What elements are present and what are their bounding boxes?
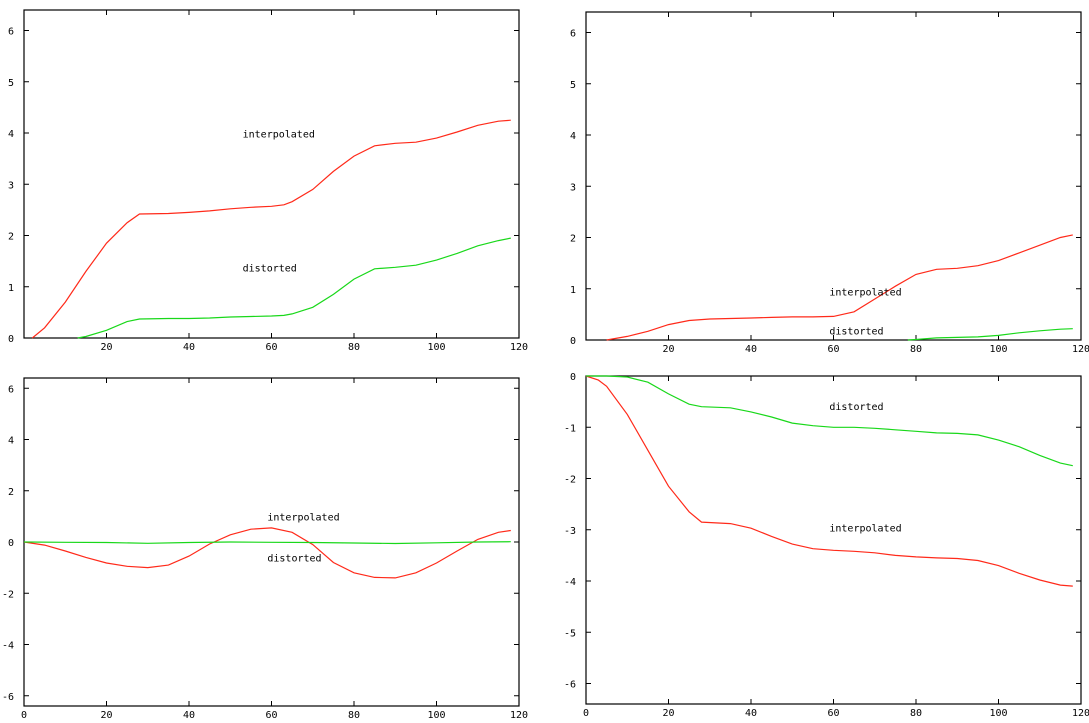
y-tick-label: 4 (8, 129, 14, 140)
distorted-series-line (907, 328, 1073, 341)
y-tick-label: 2 (8, 232, 14, 243)
chart-panel-bottom-right: 0 20 40 60 80 100 120 0 -1 -2 -3 -4 -5 -6 distorted int… (564, 372, 1089, 719)
y-tick-label: 5 (8, 78, 14, 89)
x-tick-label: 20 (662, 708, 674, 719)
y-tick-label: 0 (8, 538, 14, 549)
x-tick-label: 80 (910, 708, 922, 719)
y-tick-label: 3 (570, 182, 576, 193)
plot-frame (585, 375, 1082, 705)
x-tick-label: 40 (183, 342, 195, 353)
annotation-distorted: distorted (829, 402, 883, 413)
distorted-series-line (23, 541, 511, 545)
annotation-interpolated: interpolated (267, 513, 339, 524)
y-tick-label: 0 (8, 334, 14, 345)
x-tick-label: 100 (427, 342, 445, 353)
y-tick-label: 0 (570, 336, 576, 347)
y-tick-label: 4 (8, 436, 14, 447)
y-tick-label: -5 (564, 628, 576, 639)
y-tick-label: -1 (564, 423, 576, 434)
chart-panel-top-right: 20 40 60 80 100 120 0 1 2 3 4 5 6 interpolated distort… (570, 11, 1089, 355)
y-tick-label: -4 (2, 641, 14, 652)
x-tick-label: 100 (427, 710, 445, 721)
y-tick-label: 3 (8, 180, 14, 191)
annotation-interpolated: interpolated (243, 130, 315, 141)
x-tick-label: 20 (100, 342, 112, 353)
x-tick-label: 40 (745, 344, 757, 355)
y-tick-label: 2 (570, 234, 576, 245)
distorted-series-line (77, 237, 511, 339)
y-tick-label: 4 (570, 131, 576, 142)
y-tick-label: 6 (8, 384, 14, 395)
x-tick-label: 20 (100, 710, 112, 721)
x-tick-label: 60 (827, 708, 839, 719)
interpolated-series-line (585, 375, 1073, 587)
y-tick-label: 6 (8, 27, 14, 38)
x-tick-label: 40 (183, 710, 195, 721)
x-tick-label: 0 (583, 708, 589, 719)
interpolated-series-line (23, 527, 511, 579)
chart-panel-top-left: 20 40 60 80 100 120 0 1 2 3 4 5 6 interpolated distort… (8, 9, 528, 353)
x-tick-label: 100 (989, 708, 1007, 719)
x-tick-label: 80 (348, 710, 360, 721)
x-tick-label: 120 (1072, 344, 1089, 355)
x-tick-label: 60 (265, 342, 277, 353)
x-tick-label: 120 (1072, 708, 1089, 719)
x-tick-label: 120 (510, 342, 528, 353)
distorted-series-line (586, 375, 1073, 467)
y-tick-label: 1 (570, 285, 576, 296)
x-tick-label: 20 (662, 344, 674, 355)
y-tick-label: -2 (2, 589, 14, 600)
annotation-distorted: distorted (829, 326, 883, 337)
y-tick-label: 5 (570, 80, 576, 91)
y-tick-label: -6 (564, 680, 576, 691)
x-tick-label: 60 (827, 344, 839, 355)
annotation-distorted: distorted (267, 554, 321, 565)
y-tick-label: -6 (2, 692, 14, 703)
y-tick-label: 2 (8, 487, 14, 498)
x-tick-label: 40 (745, 708, 757, 719)
y-tick-label: 6 (570, 29, 576, 40)
plot-frame (23, 9, 520, 339)
y-tick-label: -4 (564, 577, 576, 588)
y-tick-label: -3 (564, 526, 576, 537)
y-tick-label: 1 (8, 283, 14, 294)
x-tick-label: 120 (510, 710, 528, 721)
x-tick-label: 80 (910, 344, 922, 355)
interpolated-series-line (606, 234, 1073, 341)
x-tick-label: 60 (265, 710, 277, 721)
annotation-interpolated: interpolated (829, 287, 901, 298)
x-tick-label: 80 (348, 342, 360, 353)
annotation-distorted: distorted (243, 263, 297, 274)
y-tick-label: -2 (564, 475, 576, 486)
x-tick-label: 100 (989, 344, 1007, 355)
y-tick-label: 0 (570, 372, 576, 383)
annotation-interpolated: interpolated (829, 524, 901, 535)
chart-panel-bottom-left: 0 20 40 60 80 100 120 -6 -4 -2 0 2 4 6 interpolated dis… (2, 377, 528, 721)
interpolated-series-line (31, 119, 511, 339)
x-tick-label: 0 (21, 710, 27, 721)
